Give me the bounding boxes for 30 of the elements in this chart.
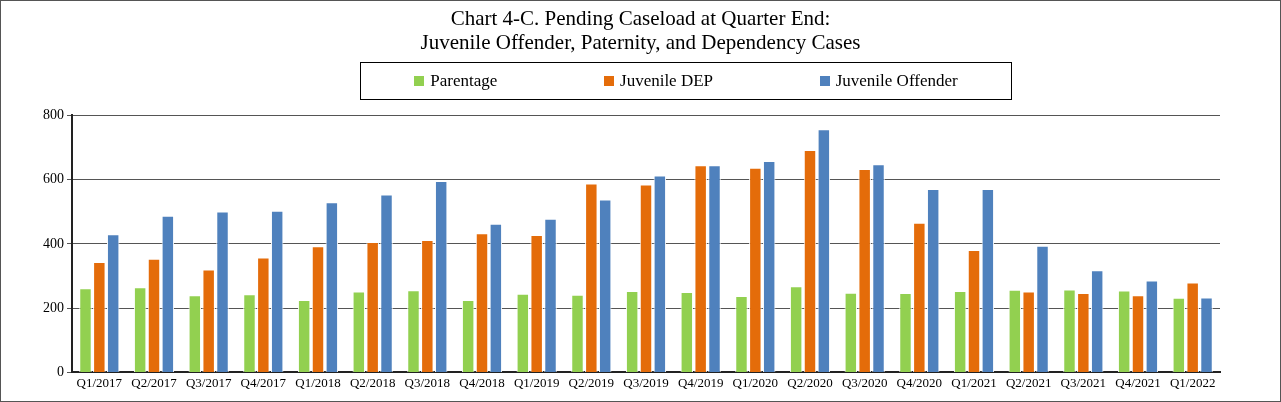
x-tick-label: Q4/2017 xyxy=(240,374,287,390)
x-tick-label: Q4/2019 xyxy=(677,374,724,390)
x-tick-label: Q3/2021 xyxy=(1060,374,1107,390)
legend-label: Juvenile Offender xyxy=(835,71,958,91)
y-tick-label: 600 xyxy=(43,171,64,187)
x-tick-label: Q3/2020 xyxy=(841,374,888,390)
x-tick-label: Q3/2019 xyxy=(623,374,669,390)
x-tick-label: Q2/2019 xyxy=(568,374,615,390)
x-tick-label: Q2/2021 xyxy=(1005,374,1052,390)
x-tick-label: Q1/2022 xyxy=(1169,374,1216,390)
x-tick-label: Q1/2018 xyxy=(295,374,341,390)
x-tick-label: Q3/2018 xyxy=(404,374,451,390)
legend-label: Parentage xyxy=(430,71,498,91)
x-tick-label: Q1/2021 xyxy=(951,374,997,390)
y-tick-label: 800 xyxy=(43,107,64,123)
y-tick-label: 0 xyxy=(57,364,64,380)
x-tick-label: Q1/2020 xyxy=(732,374,779,390)
x-tick-label: Q3/2017 xyxy=(185,374,232,390)
x-tick-label: Q1/2017 xyxy=(76,374,123,390)
x-tick-label: Q2/2017 xyxy=(131,374,178,390)
legend-label: Juvenile DEP xyxy=(620,71,714,91)
chart-title: Chart 4-C. Pending Caseload at Quarter End: Juvenile Offender, Paternity, and Dependency Cases xyxy=(419,6,862,54)
y-tick-label: 400 xyxy=(43,235,64,251)
x-tick-label: Q4/2020 xyxy=(896,374,943,390)
x-tick-label: Q1/2019 xyxy=(513,374,560,390)
x-tick-label: Q4/2021 xyxy=(1115,374,1161,390)
y-tick-label: 200 xyxy=(43,299,64,315)
x-tick-label: Q4/2018 xyxy=(459,374,505,390)
x-tick-label: Q2/2018 xyxy=(349,374,396,390)
x-tick-label: Q2/2020 xyxy=(787,374,833,390)
